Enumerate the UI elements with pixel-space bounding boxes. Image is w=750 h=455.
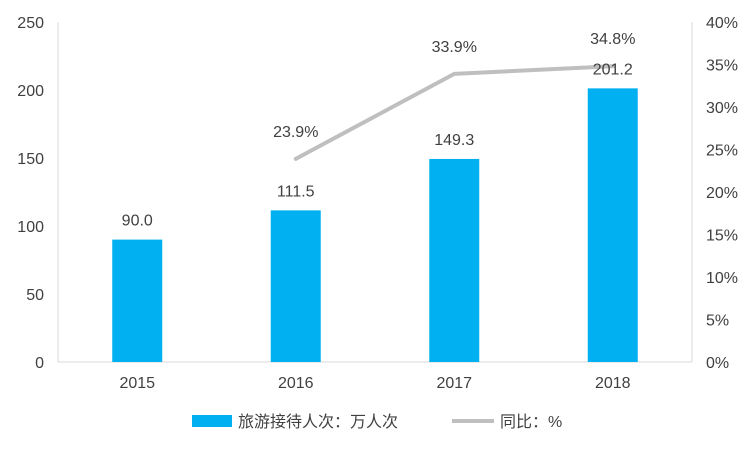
line-data-label: 34.8% — [590, 31, 635, 48]
y-right-tick-label: 15% — [706, 228, 738, 245]
line-data-label: 33.9% — [432, 39, 477, 56]
bar-2015 — [112, 240, 162, 362]
y-right-tick-label: 35% — [706, 58, 738, 75]
x-tick-label: 2018 — [595, 375, 631, 392]
data-labels: 90.0 111.5 149.3 201.2 23.9% 33.9% 34.8% — [122, 31, 636, 229]
bar-data-label: 90.0 — [122, 213, 153, 230]
x-tick-label: 2016 — [278, 375, 314, 392]
x-tick-label: 2015 — [119, 375, 155, 392]
bar-data-label: 111.5 — [277, 183, 315, 200]
y-left-tick-label: 250 — [17, 15, 44, 32]
bar-2018 — [588, 88, 638, 362]
y-left-tick-label: 0 — [35, 355, 44, 372]
y-right-tick-label: 5% — [706, 313, 729, 330]
legend: 旅游接待人次：万人次 同比：% — [192, 413, 562, 431]
legend-label-visitors: 旅游接待人次：万人次 — [238, 413, 398, 431]
bars — [112, 88, 638, 362]
y-right-tick-label: 10% — [706, 270, 738, 287]
line-data-label: 23.9% — [273, 124, 318, 141]
bar-2017 — [429, 159, 479, 362]
y-left-tick-label: 50 — [26, 287, 44, 304]
bar-data-label: 201.2 — [593, 61, 633, 78]
legend-label-yoy: 同比：% — [500, 413, 562, 431]
y-right-tick-label: 40% — [706, 15, 738, 32]
y-left-tick-label: 200 — [17, 83, 44, 100]
y-right-tick-label: 25% — [706, 143, 738, 160]
bar-2016 — [271, 210, 321, 362]
y-right-tick-label: 0% — [706, 355, 729, 372]
bar-data-label: 149.3 — [434, 132, 474, 149]
y-right-tick-label: 30% — [706, 100, 738, 117]
x-tick-label: 2017 — [436, 375, 472, 392]
y-right-tick-label: 20% — [706, 185, 738, 202]
legend-swatch-bar — [192, 415, 232, 427]
y-left-tick-label: 100 — [17, 219, 44, 236]
y-left-tick-label: 150 — [17, 151, 44, 168]
